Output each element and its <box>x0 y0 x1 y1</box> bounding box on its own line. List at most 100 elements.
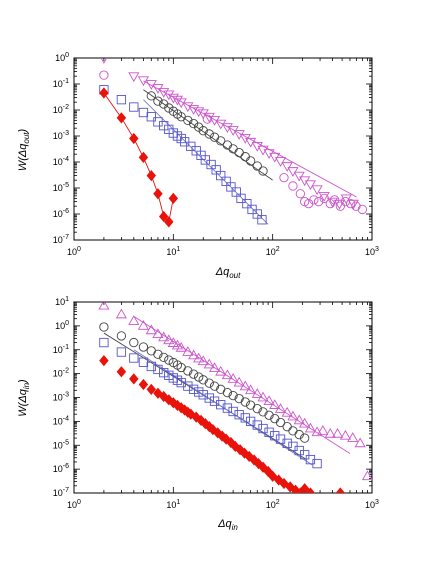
data-point-triangle-up <box>263 395 275 406</box>
data-point-triangle-up <box>331 427 344 438</box>
plot-frame <box>73 301 373 494</box>
data-point-triangle-up <box>293 414 305 425</box>
data-point-square <box>252 420 262 430</box>
data-point-circle <box>264 410 274 420</box>
data-point-diamond <box>129 373 139 385</box>
data-point-circle <box>288 426 298 436</box>
data-point-circle <box>204 378 214 388</box>
data-point-diamond <box>267 470 278 482</box>
data-point-circle <box>116 331 127 341</box>
data-point-triangle-down <box>274 157 287 167</box>
data-point-square <box>99 337 109 348</box>
data-point-diamond <box>196 414 206 427</box>
y-axis-title: W(Δqout) <box>17 129 31 172</box>
data-point-square <box>204 393 214 403</box>
data-point-diamond <box>116 366 127 378</box>
data-point-square <box>159 367 169 378</box>
data-point-triangle-down <box>163 90 175 101</box>
data-point-circle <box>188 118 199 129</box>
x-tick-label: 103 <box>365 499 379 510</box>
data-point-square <box>138 107 149 118</box>
data-point-triangle-up <box>245 384 257 395</box>
y-tick-label: 10-5 <box>53 439 69 450</box>
y-tick-label: 10-7 <box>53 234 69 245</box>
data-point-circle <box>275 417 286 428</box>
x-axis-title: Δqin <box>217 518 238 532</box>
data-point-circle <box>329 195 340 205</box>
data-point-square <box>183 381 193 391</box>
data-point-circle <box>204 129 214 139</box>
data-point-square <box>245 416 256 427</box>
data-point-triangle-down <box>281 162 293 172</box>
data-point-triangle-up <box>317 424 329 435</box>
data-point-diamond <box>200 418 211 430</box>
y-tick-label: 10-1 <box>53 344 69 355</box>
data-point-triangle-up <box>208 362 221 372</box>
data-point-square <box>146 112 156 122</box>
data-point-circle <box>335 201 345 211</box>
data-point-circle <box>351 201 361 211</box>
data-point-circle <box>146 91 156 101</box>
data-point-triangle-down <box>100 58 108 64</box>
data-point-circle <box>346 199 356 209</box>
y-tick-label: 101 <box>55 296 69 307</box>
data-point-square <box>242 199 252 209</box>
data-point-square <box>159 121 169 131</box>
data-point-square <box>209 396 220 406</box>
y-tick-label: 100 <box>55 52 69 63</box>
data-point-square <box>206 159 216 170</box>
data-point-triangle-down <box>221 123 233 134</box>
data-point-diamond <box>116 112 127 124</box>
data-point-circle <box>228 144 238 154</box>
data-point-diamond <box>158 210 169 223</box>
data-point-triangle-down <box>311 185 323 196</box>
data-point-circle <box>309 195 319 205</box>
fit-line <box>143 99 269 225</box>
data-point-triangle-up <box>304 422 317 433</box>
data-point-triangle-up <box>193 352 205 363</box>
data-point-circle <box>99 322 109 332</box>
data-point-triangle-up <box>197 355 209 366</box>
data-point-square <box>312 458 322 469</box>
data-point-square <box>188 384 199 394</box>
data-point-circle <box>159 352 169 363</box>
data-point-diamond <box>226 436 236 449</box>
data-point-square <box>270 431 280 441</box>
data-point-triangle-up <box>287 410 299 421</box>
data-point-circle <box>146 346 156 356</box>
data-point-circle <box>183 366 193 376</box>
data-point-square <box>153 364 163 375</box>
data-point-diamond <box>164 216 174 228</box>
data-point-square <box>300 450 310 460</box>
y-tick-label: 10-3 <box>53 392 69 403</box>
plot-frame <box>73 57 373 241</box>
data-point-triangle-down <box>193 107 205 118</box>
y-tick-label: 10-1 <box>53 78 69 89</box>
data-point-triangle-up <box>354 437 366 448</box>
data-point-square <box>222 403 233 413</box>
data-point-triangle-up <box>227 373 239 383</box>
data-point-square <box>129 102 139 112</box>
x-tick-label: 100 <box>67 499 81 510</box>
data-point-diamond <box>146 169 157 182</box>
data-point-triangle-up <box>163 334 175 345</box>
data-point-square <box>198 390 208 400</box>
data-point-diamond <box>129 132 139 145</box>
data-point-square <box>236 193 246 203</box>
data-point-triangle-up <box>137 319 150 330</box>
data-point-diamond <box>99 87 109 99</box>
data-point-circle <box>198 375 208 385</box>
data-point-circle <box>164 355 174 365</box>
data-point-triangle-up <box>324 427 336 438</box>
data-point-circle <box>209 381 220 391</box>
data-point-diamond <box>168 192 179 204</box>
data-point-square <box>264 427 274 437</box>
data-point-triangle-up <box>115 308 127 319</box>
data-point-diamond <box>335 487 346 493</box>
data-point-circle <box>300 433 310 443</box>
data-point-circle <box>153 349 163 359</box>
data-point-square <box>226 182 236 192</box>
data-point-circle <box>279 173 289 183</box>
x-tick-label: 101 <box>166 246 180 257</box>
y-tick-label: 10-7 <box>53 487 69 498</box>
